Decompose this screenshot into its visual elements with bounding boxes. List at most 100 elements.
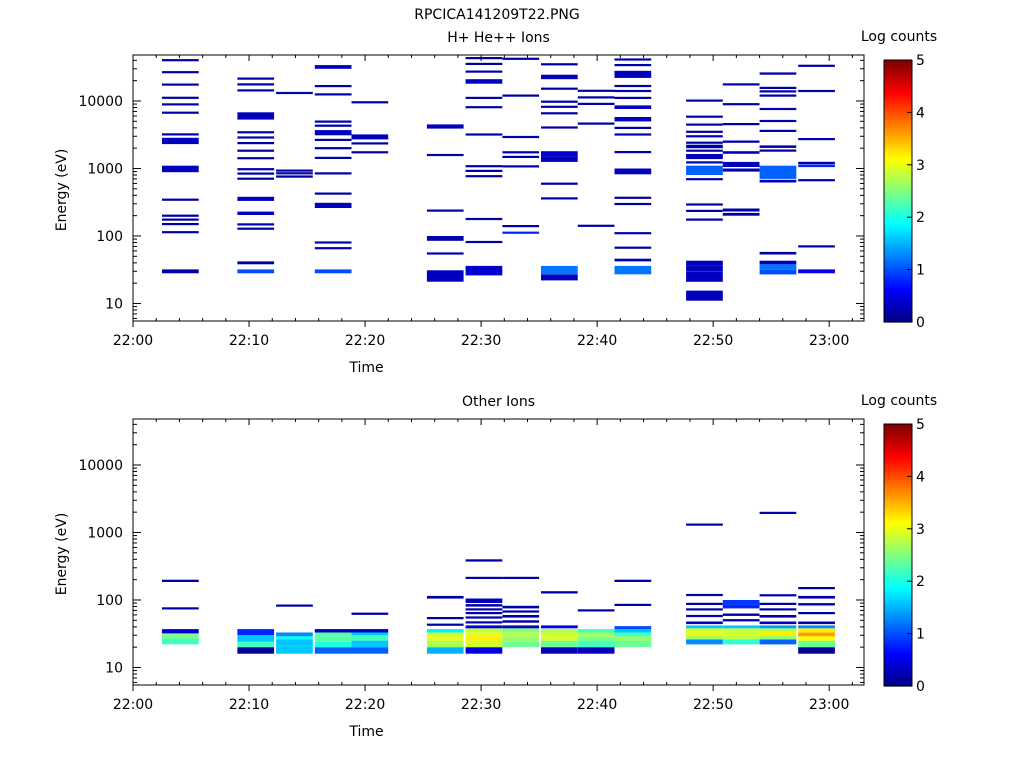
colorbar-segment: [884, 552, 912, 556]
heatmap-cell: [465, 604, 503, 607]
heatmap-cell: [686, 523, 723, 526]
colorbar-segment: [884, 256, 912, 260]
heatmap-cell: [237, 136, 275, 139]
colorbar-segment: [884, 534, 912, 538]
colorbar-segment: [884, 276, 912, 280]
heatmap-cell: [502, 151, 540, 154]
heatmap-cell: [314, 138, 352, 141]
colorbar-segment: [884, 608, 912, 611]
colorbar-segment: [884, 84, 912, 88]
heatmap-cell: [465, 632, 503, 637]
heatmap-cell: [614, 117, 652, 122]
colorbar-segment: [884, 610, 912, 613]
colorbar-segment: [884, 440, 912, 444]
heatmap-cell: [502, 628, 540, 633]
x-tick-label: 22:20: [345, 333, 385, 349]
colorbar-segment: [884, 677, 912, 681]
colorbar-segment: [884, 491, 912, 495]
heatmap-cell: [426, 595, 464, 599]
panel-title: Other Ions: [462, 394, 535, 410]
colorbar-segment: [884, 281, 912, 284]
heatmap-cell: [426, 647, 464, 654]
heatmap-cell: [237, 261, 275, 265]
x-tick-label: 22:30: [461, 697, 501, 713]
colorbar-segment: [884, 673, 912, 677]
heatmap-cell: [465, 640, 503, 648]
heatmap-cell: [759, 90, 797, 93]
heatmap-cell: [798, 640, 835, 648]
colorbar-segment: [884, 665, 912, 669]
colorbar-segment: [884, 199, 912, 202]
heatmap-cell: [686, 625, 723, 629]
heatmap-cell: [237, 227, 275, 230]
colorbar-segment: [884, 186, 912, 190]
y-tick-label: 10000: [78, 458, 123, 474]
heatmap-cell: [614, 265, 652, 275]
colorbar-segment: [884, 80, 912, 84]
heatmap-cell: [722, 600, 760, 605]
heatmap-cell: [614, 246, 652, 249]
heatmap-cell: [426, 252, 464, 255]
heatmap-cell: [759, 631, 797, 636]
heatmap-cell: [502, 620, 540, 623]
colorbar-segment: [884, 636, 912, 640]
heatmap-cell: [686, 265, 723, 272]
colorbar-segment: [884, 428, 912, 431]
colorbar-segment: [884, 595, 912, 599]
heatmap-cell: [577, 632, 615, 637]
colorbar-segment: [884, 246, 912, 249]
colorbar-segment: [884, 426, 912, 429]
heatmap-cell: [162, 218, 199, 221]
heatmap-cell: [686, 290, 723, 301]
heatmap-cell: [686, 165, 723, 175]
heatmap-cell: [722, 604, 760, 609]
colorbar-segment: [884, 191, 912, 194]
colorbar-segment: [884, 483, 912, 487]
heatmap-cell: [759, 119, 797, 123]
heatmap-cell: [162, 59, 199, 62]
colorbar-segment: [884, 645, 912, 648]
heatmap-cell: [614, 64, 652, 67]
colorbar-segment: [884, 424, 912, 427]
heatmap-cell: [541, 265, 578, 275]
colorbar-segment: [884, 180, 912, 184]
colorbar-segment: [884, 622, 912, 626]
heatmap-cell: [614, 133, 652, 136]
heatmap-cell: [237, 172, 275, 175]
colorbar-segment: [884, 70, 912, 73]
heatmap-cell: [351, 629, 389, 633]
heatmap-cell: [465, 165, 503, 168]
heatmap-cell: [465, 608, 503, 611]
heatmap-cell: [351, 151, 389, 154]
colorbar-segment: [884, 632, 912, 636]
colorbar-segment: [884, 283, 912, 286]
colorbar-segment: [884, 76, 912, 80]
colorbar-segment: [884, 597, 912, 601]
colorbar-segment: [884, 448, 912, 452]
colorbar-tick-label: 3: [916, 158, 925, 174]
heatmap-cell: [577, 89, 615, 92]
heatmap-cell: [686, 144, 723, 149]
x-axis-label: Time: [348, 360, 383, 376]
heatmap-cell: [759, 251, 797, 255]
heatmap-cell: [686, 639, 723, 645]
colorbar-segment: [884, 152, 912, 155]
heatmap-cell: [759, 269, 797, 275]
colorbar-segment: [884, 66, 912, 69]
colorbar-segment: [884, 655, 912, 658]
heatmap-cell: [759, 635, 797, 640]
colorbar-segment: [884, 205, 912, 208]
colorbar-segment: [884, 450, 912, 454]
heatmap-cell: [686, 209, 723, 212]
x-tick-label: 22:40: [577, 697, 617, 713]
colorbar-segment: [884, 242, 912, 245]
colorbar-segment: [884, 446, 912, 450]
colorbar-segment: [884, 131, 912, 135]
colorbar-segment: [884, 604, 912, 607]
colorbar-segment: [884, 119, 912, 123]
colorbar-segment: [884, 651, 912, 654]
heatmap-cell: [722, 83, 760, 86]
colorbar-segment: [884, 238, 912, 241]
colorbar-segment: [884, 464, 912, 468]
colorbar-segment: [884, 579, 912, 583]
